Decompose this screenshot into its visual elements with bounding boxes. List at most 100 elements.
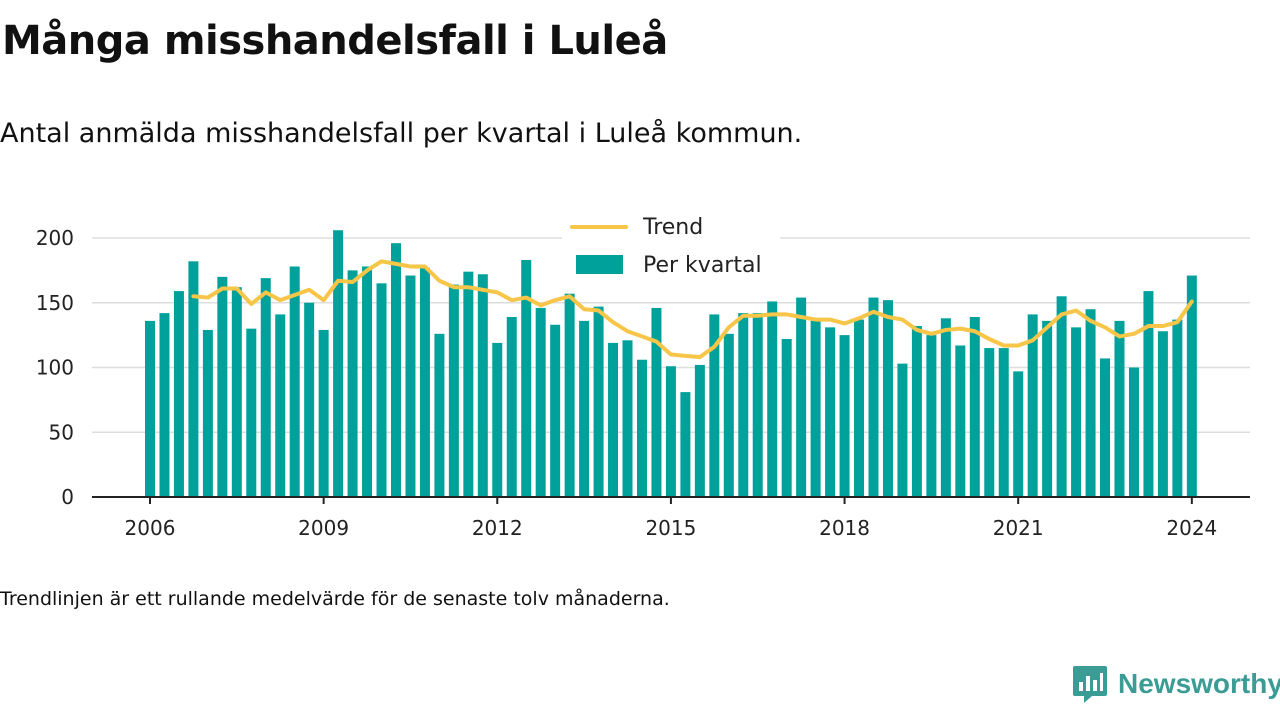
bar — [868, 297, 879, 497]
bar-series — [145, 230, 1197, 498]
bar — [260, 278, 271, 497]
bar — [680, 392, 691, 497]
bar — [651, 307, 662, 497]
axes: 0 50 100 150 200 2006 2009 2012 2015 2018 2021 2024 — [36, 226, 1250, 540]
chart: 0 50 100 150 200 2006 2009 2012 2015 2018 2021 2024… — [36, 208, 1250, 540]
bar — [564, 293, 575, 497]
y-tick-label: 0 — [61, 485, 74, 509]
bar — [767, 301, 778, 497]
legend-bar-swatch — [576, 255, 623, 274]
bar — [608, 342, 619, 497]
footnote: Trendlinjen är ett rullande medelvärde f… — [0, 588, 670, 610]
legend: Trend Per kvartal — [562, 208, 780, 286]
bar — [709, 314, 720, 497]
bar — [1013, 371, 1024, 497]
bar — [304, 302, 315, 497]
bar — [419, 267, 430, 497]
brand-name: Newsworthy — [1118, 668, 1280, 699]
x-tick-label: 2021 — [993, 516, 1044, 540]
bar — [159, 313, 170, 497]
bar — [405, 275, 416, 497]
x-tick-label: 2018 — [819, 516, 870, 540]
bar — [1056, 296, 1067, 497]
bar — [593, 306, 604, 497]
bar — [1071, 327, 1082, 497]
brand-logo: Newsworthy — [1072, 664, 1280, 704]
bar — [636, 359, 647, 497]
bar — [882, 300, 893, 497]
y-tick-label: 200 — [36, 226, 74, 250]
bar — [940, 318, 951, 497]
bar — [1027, 314, 1038, 497]
bar — [145, 320, 155, 497]
bar — [535, 307, 546, 497]
bar — [390, 243, 401, 497]
chart-subtitle: Antal anmälda misshandelsfall per kvarta… — [0, 118, 803, 149]
bar — [897, 363, 908, 497]
y-tick-label: 50 — [49, 420, 74, 444]
bar — [854, 319, 865, 497]
bar — [723, 333, 734, 497]
bar — [275, 314, 286, 497]
chart-title: Många misshandelsfall i Luleå — [2, 18, 668, 64]
bar — [839, 335, 850, 498]
bar — [1085, 309, 1096, 497]
bar — [448, 284, 459, 497]
bar — [1114, 320, 1125, 497]
bar — [217, 276, 228, 497]
legend-label-per-kvartal: Per kvartal — [643, 253, 762, 278]
bar — [694, 364, 705, 497]
bar — [955, 345, 966, 497]
bar — [998, 348, 1009, 497]
trend-series — [191, 259, 1194, 360]
trend-line — [191, 259, 1194, 360]
bar — [622, 340, 633, 497]
bar — [738, 313, 749, 497]
bar — [1042, 320, 1053, 497]
x-tick-label: 2012 — [472, 516, 523, 540]
bar — [463, 271, 474, 497]
bar — [1128, 367, 1139, 497]
bar — [1172, 319, 1183, 497]
bar — [781, 339, 792, 497]
bar — [434, 333, 445, 497]
bar — [347, 270, 358, 498]
bar — [173, 291, 184, 497]
bar — [1100, 358, 1111, 497]
x-tick-label: 2024 — [1166, 516, 1217, 540]
y-tick-label: 100 — [36, 356, 74, 380]
bar — [318, 329, 329, 497]
bar — [492, 342, 503, 497]
bar — [202, 329, 213, 497]
bar — [911, 326, 922, 497]
y-tick-label: 150 — [36, 291, 74, 315]
bar — [521, 260, 532, 497]
bar — [231, 287, 242, 497]
bar — [796, 297, 807, 497]
bar — [246, 328, 257, 497]
bar — [825, 327, 836, 497]
legend-label-trend: Trend — [642, 215, 703, 240]
bar — [550, 324, 561, 497]
bar — [1186, 275, 1197, 497]
bar — [984, 348, 995, 497]
bar — [289, 266, 300, 497]
x-tick-label: 2015 — [645, 516, 696, 540]
bar — [477, 274, 488, 497]
x-tick-label: 2006 — [125, 516, 176, 540]
x-tick-label: 2009 — [298, 516, 349, 540]
bar — [1143, 291, 1154, 497]
newsworthy-chart-icon — [1073, 666, 1107, 703]
bar — [376, 283, 387, 497]
bar — [926, 335, 937, 498]
bar — [810, 320, 821, 497]
bar — [665, 366, 676, 497]
bar — [1157, 331, 1168, 497]
bar — [752, 313, 763, 497]
bar — [333, 230, 344, 498]
bar — [188, 261, 199, 497]
bar — [362, 266, 373, 497]
bar — [579, 320, 590, 497]
bar — [506, 317, 517, 497]
bar — [969, 317, 980, 497]
